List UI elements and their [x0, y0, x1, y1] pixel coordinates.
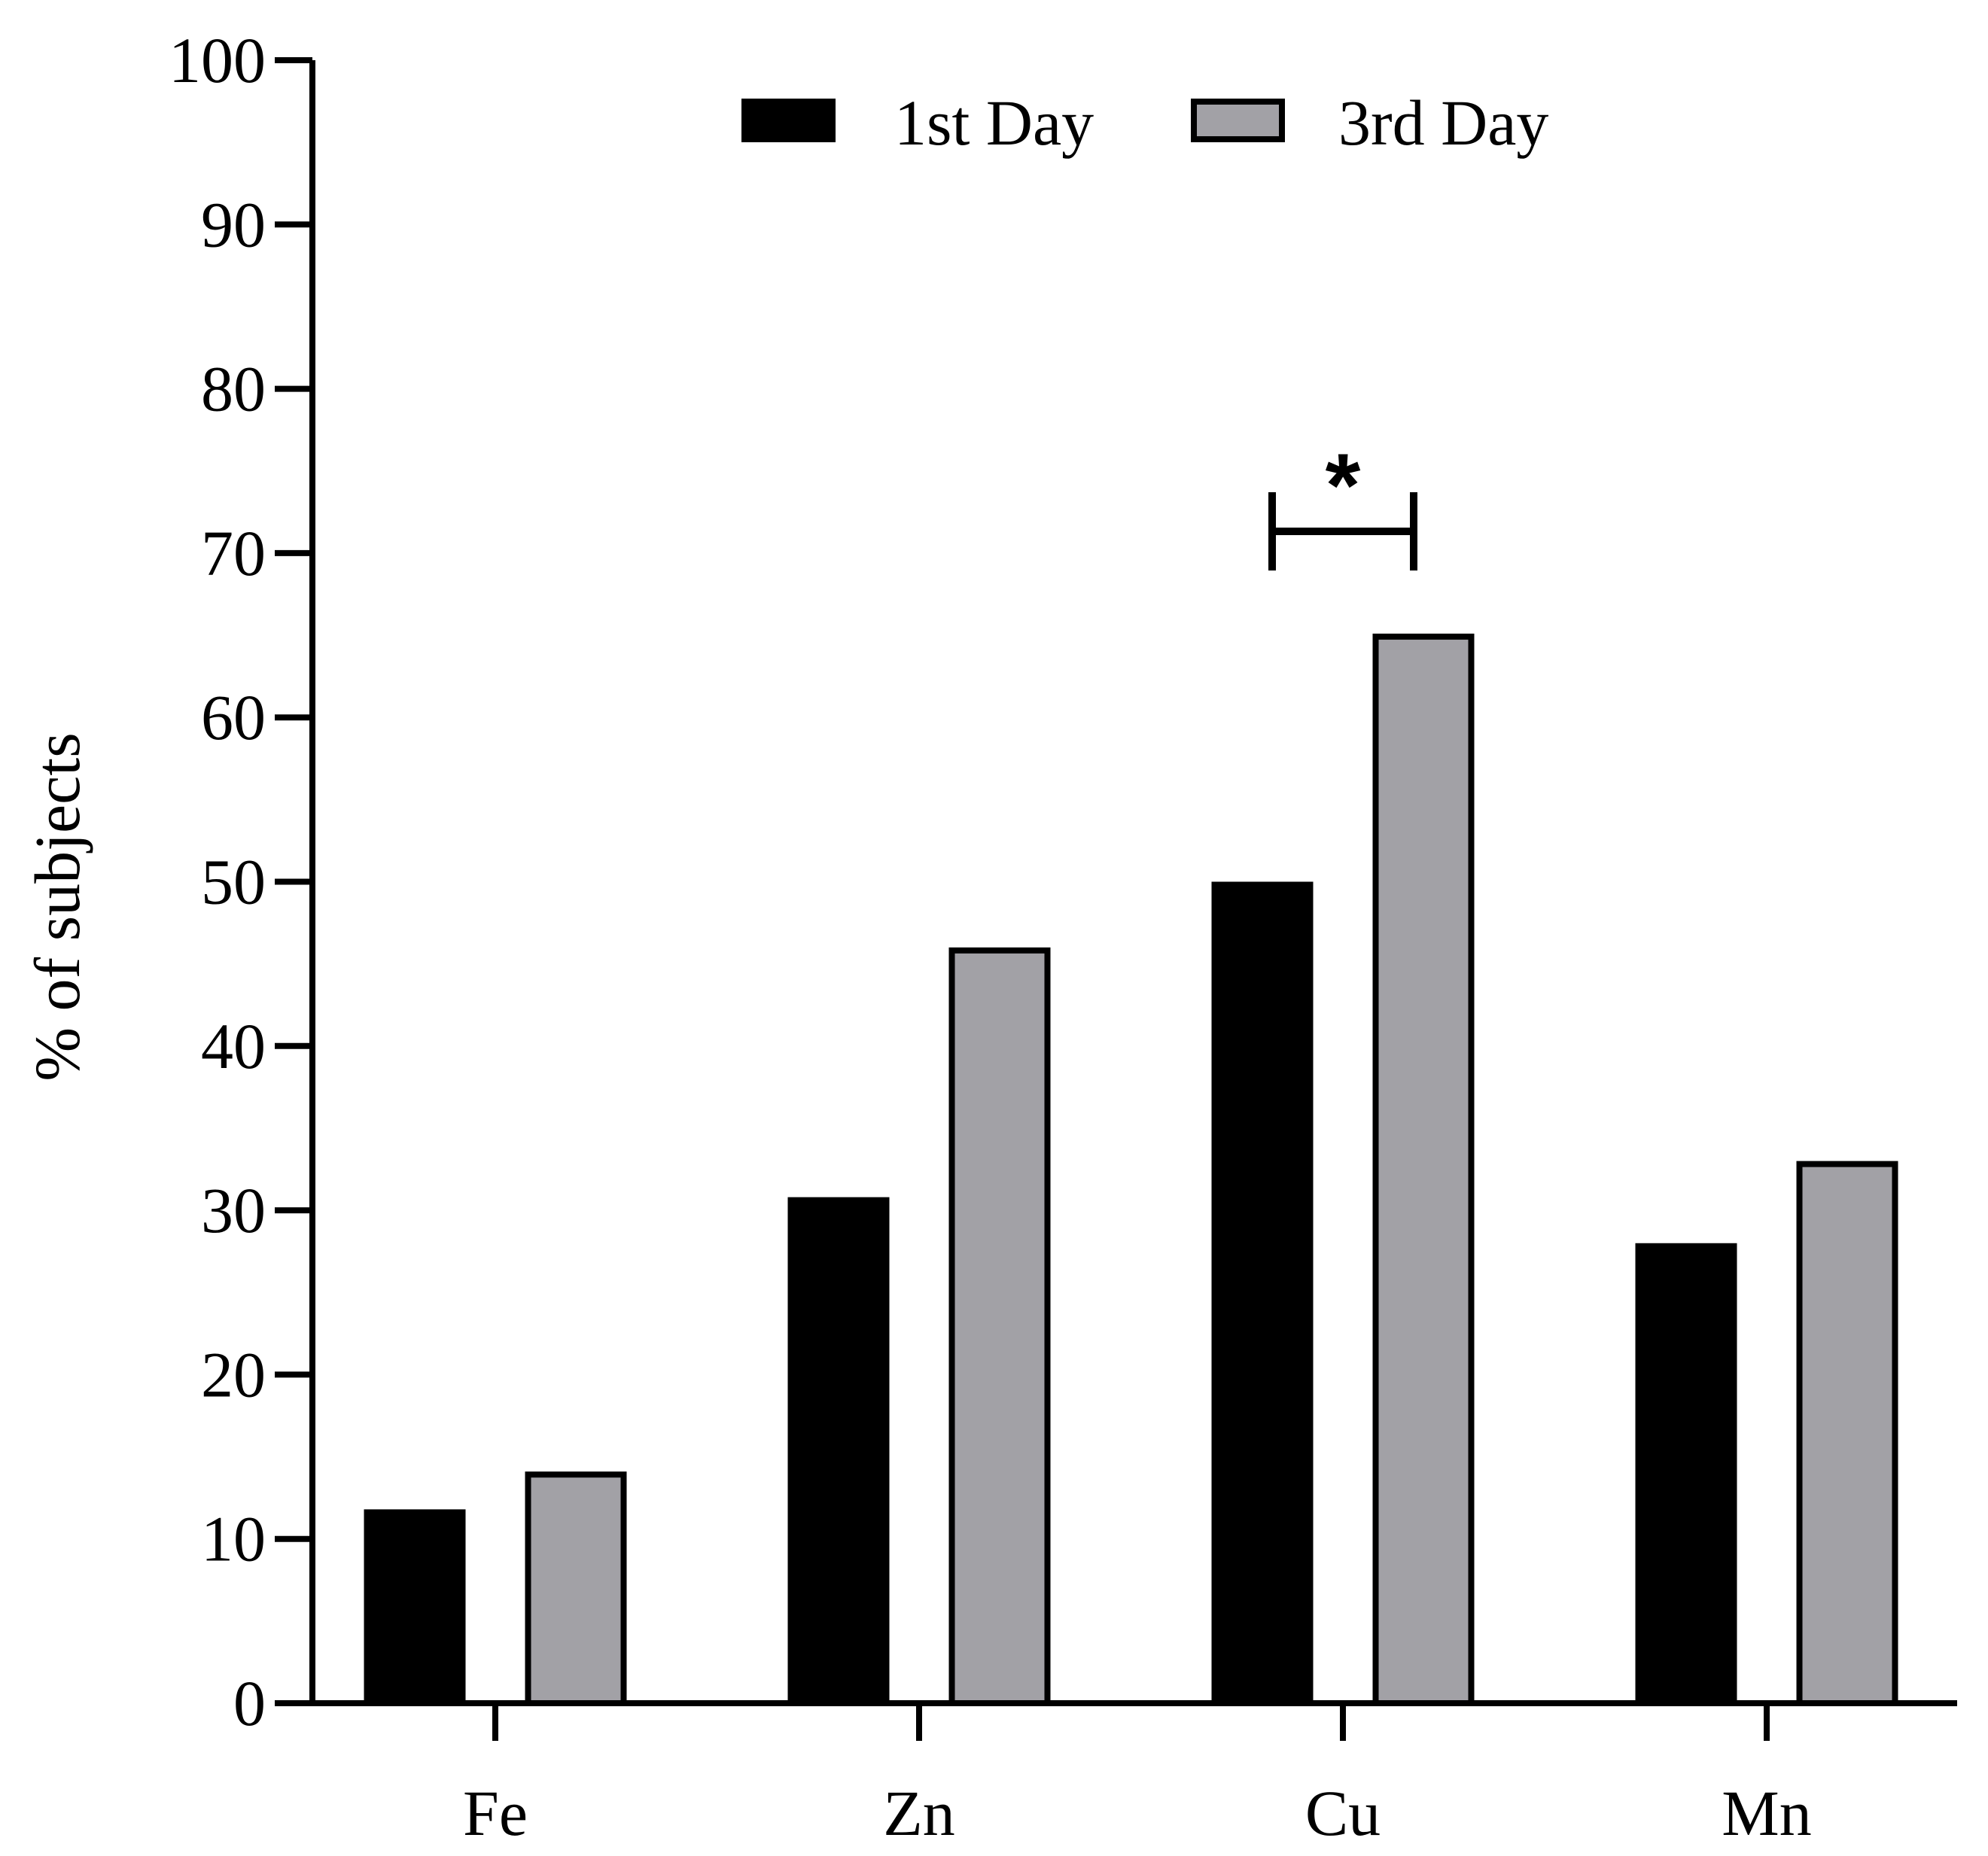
bar-1st-day-cu [1211, 881, 1314, 1703]
x-axis-ticks: Fe Zn Cu Mn [463, 1703, 1812, 1849]
y-axis-ticks: 0 10 20 30 40 50 60 70 80 90 100 [169, 24, 312, 1739]
bar-3rd-day-fe [525, 1471, 627, 1707]
y-tick-label: 30 [201, 1174, 266, 1246]
bar-3rd-day-mn [1796, 1161, 1898, 1706]
y-tick-label: 40 [201, 1010, 266, 1082]
bar-3rd-day-cu [1372, 633, 1475, 1707]
bar-1st-day-zn [787, 1197, 890, 1703]
x-tick-label-mn: Mn [1722, 1777, 1811, 1849]
y-tick-label: 20 [201, 1338, 266, 1410]
y-tick-label: 100 [169, 24, 266, 96]
legend: 1st Day 3rd Day [741, 87, 1548, 159]
axes [275, 60, 1957, 1706]
y-axis-title: % of subjects [21, 732, 93, 1081]
y-tick-label: 70 [201, 517, 266, 589]
significance-annotation: * [1268, 435, 1417, 570]
x-tick-label-zn: Zn [883, 1777, 955, 1849]
legend-swatch-3rd-day [1191, 99, 1285, 142]
bar-3rd-day-zn [948, 947, 1051, 1706]
y-axis-title-group: % of subjects [21, 732, 93, 1081]
y-tick-label: 0 [233, 1667, 266, 1739]
significance-star: * [1326, 435, 1361, 536]
y-tick-label: 90 [201, 188, 266, 260]
x-tick-label-cu: Cu [1305, 1777, 1381, 1849]
y-tick-label: 80 [201, 353, 266, 425]
legend-swatch-1st-day [741, 99, 836, 142]
legend-label-3rd-day: 3rd Day [1338, 87, 1548, 159]
legend-label-1st-day: 1st Day [894, 87, 1094, 159]
y-tick-label: 10 [201, 1503, 266, 1575]
bars [364, 633, 1898, 1707]
bar-1st-day-mn [1635, 1243, 1737, 1703]
y-tick-label: 60 [201, 681, 266, 753]
y-tick-label: 50 [201, 846, 266, 918]
x-tick-label-fe: Fe [463, 1777, 528, 1849]
bar-1st-day-fe [364, 1509, 466, 1703]
